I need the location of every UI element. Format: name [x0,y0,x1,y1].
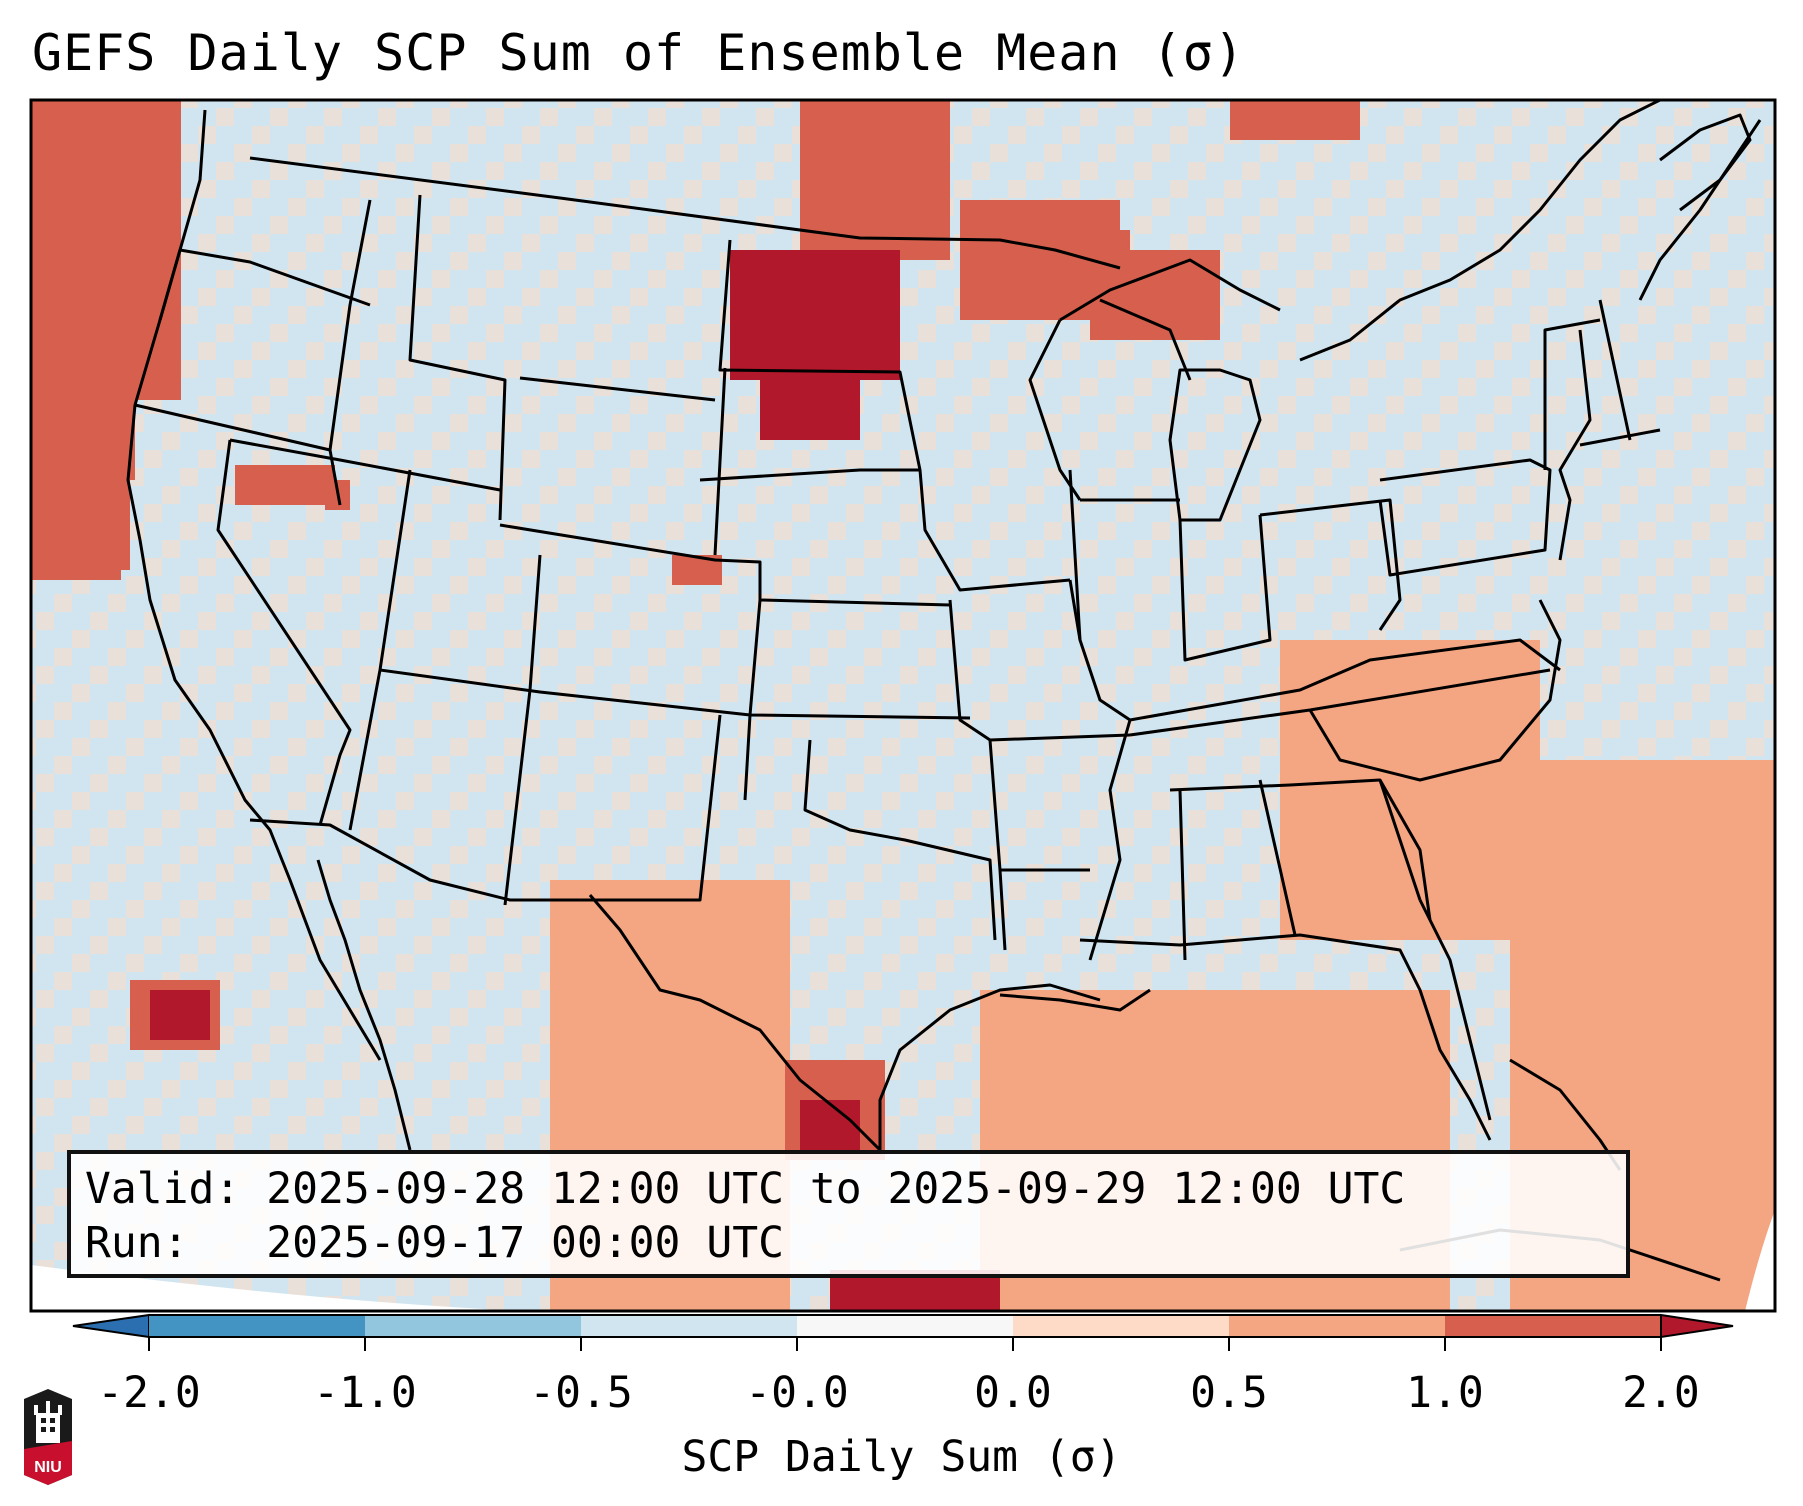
colorbar-extend-min [72,1313,150,1339]
wyoming-south [499,523,951,607]
colorbar-extend-max [1660,1313,1734,1339]
colorbar-outline [149,1314,1661,1338]
colorbar-tick-label: -2.0 [97,1368,201,1418]
wa-or-border [134,403,331,452]
indiana [1178,514,1272,662]
chart-title: GEFS Daily SCP Sum of Ensemble Mean (σ) [32,24,1245,82]
iowa-border [918,469,1071,592]
colorbar-segment [1229,1315,1446,1337]
anomaly-cell [31,300,121,580]
anomaly-cell [1230,100,1360,140]
baja-peninsula [316,859,412,1151]
colorbar-label: SCP Daily Sum (σ) [681,1432,1122,1482]
colorbar-tick-label: 2.0 [1622,1368,1700,1418]
texas-coast [878,983,1101,1150]
anomaly-cell [60,100,170,160]
colorbar-segment [581,1315,798,1337]
pennsylvania [1378,458,1552,577]
gaspe [1659,113,1752,212]
new-england-borders [1543,299,1661,470]
colorbar-tick-label: -0.0 [745,1368,849,1418]
kentucky-virginia [1129,638,1561,722]
colorbar-tick-label: 0.5 [1190,1368,1268,1418]
missouri-arkansas [989,733,1131,742]
gulf-florida [1079,933,1492,1141]
anomaly-northern-california-coast [31,300,130,580]
state-outlines [126,100,1762,1282]
maine-coast [1638,119,1762,301]
washington-south [158,248,371,321]
projection-edge-left [31,1265,520,1311]
idaho-west [328,199,372,506]
anomaly-lake-superior [1090,250,1220,340]
rio-grande [588,894,882,1152]
gulf-state-borders [1178,779,1422,961]
anomaly-cell [800,1100,860,1150]
new-mexico-south [249,714,722,902]
colorbar-segment [797,1315,1014,1337]
lake-superior-shore [1059,258,1281,322]
colorado-east [743,599,762,801]
us-canada-border [249,156,1121,270]
new-england-coast [1558,329,1592,561]
niu-logo: NIU [24,1389,72,1485]
nevada-california [216,439,352,826]
valid-time-text: Valid: 2025-09-28 12:00 UTC to 2025-09-2… [85,1164,1406,1214]
anomaly-cell [800,100,950,260]
colorbar-tick-label: -1.0 [313,1368,417,1418]
anomaly-pacific-baja [130,980,220,1050]
anomaly-cell [150,990,210,1040]
wisconsin [1028,298,1192,501]
colorbar-segment [1013,1315,1230,1337]
montana-wyoming [519,376,716,402]
anomaly-cell [760,370,860,440]
map-area [31,100,1775,1311]
logo-shield-bottom [24,1441,72,1485]
colorbar-segment [149,1315,366,1337]
florida-east [1418,899,1492,1121]
idaho-montana [408,194,507,521]
anomaly-layer [31,100,1775,1311]
four-corners-line [379,668,971,720]
anomaly-northern-plains [730,100,950,440]
logo-tower-icon [36,1413,60,1443]
carolinas [1308,599,1562,782]
colorbar-tick-label: 0.0 [974,1368,1052,1418]
arizona-newmexico [503,554,542,906]
anomaly-cell [235,465,335,505]
st-lawrence [1299,100,1661,362]
anomaly-cell [730,250,900,380]
colorbar-segment [1445,1315,1662,1337]
colorbar-tick-label: -0.5 [529,1368,633,1418]
dakotas [699,239,922,482]
louisiana-coast [999,988,1151,1012]
colorbar [72,1313,1734,1351]
logo-text: NIU [34,1459,62,1476]
oklahoma [803,739,997,941]
map-frame [29,98,1777,1313]
run-time-text: Run: 2025-09-17 00:00 UTC [85,1218,784,1268]
anomaly-great-basin [235,465,350,510]
nevada-north [229,438,501,492]
colorbar-segment [365,1315,582,1337]
illinois [1068,469,1180,641]
valid-info-box: Valid: 2025-09-28 12:00 UTC to 2025-09-2… [67,1150,1630,1278]
wyoming-east [713,367,727,556]
anomaly-cell [1280,640,1540,940]
lower-michigan [1168,368,1262,522]
anomaly-cell [1090,250,1220,340]
ohio [1259,498,1402,631]
projection-edge-right [1745,1210,1775,1311]
colorbar-tick-label: 1.0 [1406,1368,1484,1418]
